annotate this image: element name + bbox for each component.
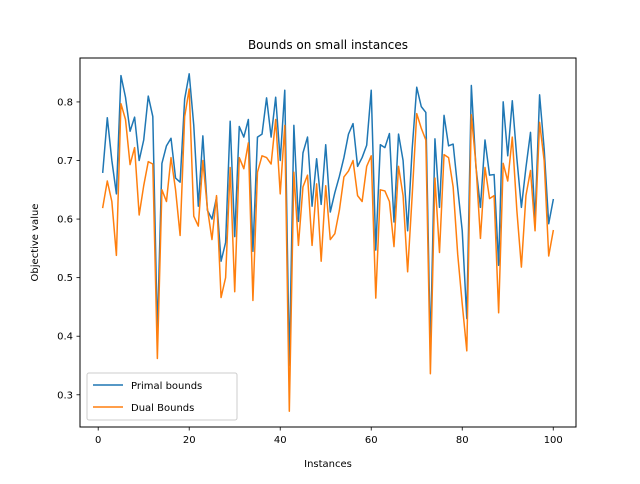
x-tick-label: 60 xyxy=(365,435,378,446)
chart-title: Bounds on small instances xyxy=(248,38,408,52)
y-axis-label: Objective value xyxy=(30,204,41,282)
x-tick-label: 80 xyxy=(456,435,469,446)
x-tick-label: 0 xyxy=(95,435,101,446)
x-axis-label: Instances xyxy=(304,459,352,470)
x-tick-label: 20 xyxy=(183,435,196,446)
y-tick-label: 0.3 xyxy=(57,390,73,401)
plot-frame xyxy=(79,57,577,428)
axes-layer: 0 20 40 60 80 100 0.3 0.4 0.5 0.6 0.7 0.8 xyxy=(57,97,563,446)
y-tick-label: 0.4 xyxy=(57,332,73,343)
x-tick-label: 40 xyxy=(274,435,287,446)
series-line-dual xyxy=(101,88,555,412)
y-tick-label: 0.8 xyxy=(57,97,73,108)
legend-label-primal: Primal bounds xyxy=(131,381,202,392)
y-tick-label: 0.6 xyxy=(57,215,73,226)
legend-label-dual: Dual Bounds xyxy=(131,403,194,414)
legend: Primal bounds Dual Bounds xyxy=(86,372,238,421)
series-layer xyxy=(101,73,555,412)
x-tick-label: 100 xyxy=(544,435,563,446)
legend-box xyxy=(86,372,238,421)
series-line-primal xyxy=(101,73,555,367)
y-tick-label: 0.7 xyxy=(57,156,73,167)
y-tick-label: 0.5 xyxy=(57,273,73,284)
